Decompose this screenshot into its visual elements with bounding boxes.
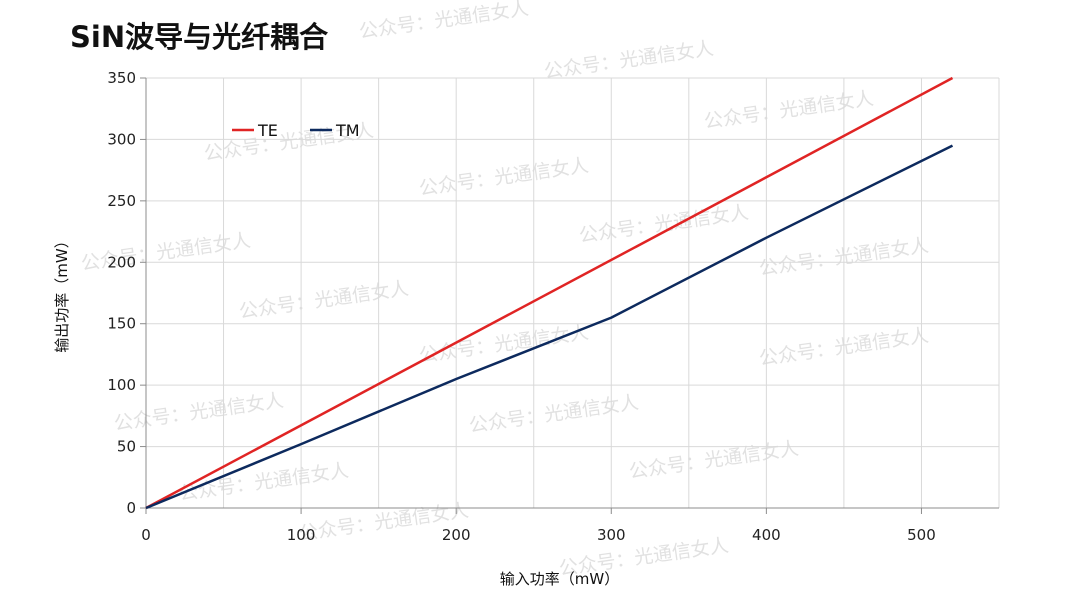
legend: TE TM [232,121,360,140]
x-tick-label: 200 [442,526,471,544]
watermark-text: 公众号：光通信女人 [703,87,875,133]
watermark-text: 公众号：光通信女人 [113,389,285,435]
y-tick-label: 300 [107,130,136,148]
y-tick-label: 50 [117,438,136,456]
legend-label-tm: TM [335,121,360,140]
series-line-te [145,76,954,510]
y-tick-label: 100 [107,376,136,394]
x-tick-label: 300 [597,526,626,544]
y-axis-label: 输出功率（mW） [53,233,71,352]
watermark-text: 公众号：光通信女人 [543,37,715,83]
y-tick-label: 350 [107,69,136,87]
chart-title: SiN波导与光纤耦合 [70,20,329,54]
y-tick-label: 150 [107,315,136,333]
axes: 0 100 200 300 400 500 0 50 100 150 200 250 300 350 [107,69,999,544]
y-tick-label: 250 [107,192,136,210]
watermark-text: 公众号：光通信女人 [358,0,530,43]
series-lines [145,76,954,510]
x-axis-label: 输入功率（mW） [500,570,619,588]
legend-label-te: TE [257,121,278,140]
watermark-text: 公众号：光通信女人 [80,229,252,275]
y-tick-label: 0 [126,499,136,517]
y-tick-label: 200 [107,253,136,271]
series-line-tm [145,144,954,510]
x-tick-label: 500 [907,526,936,544]
x-tick-label: 400 [752,526,781,544]
watermark-layer: 公众号：光通信女人公众号：光通信女人公众号：光通信女人公众号：光通信女人公众号：… [80,0,930,580]
watermark-text: 公众号：光通信女人 [468,391,640,437]
watermark-text: 公众号：光通信女人 [418,154,590,200]
watermark-text: 公众号：光通信女人 [178,459,350,505]
watermark-text: 公众号：光通信女人 [238,277,410,323]
watermark-text: 公众号：光通信女人 [628,437,800,483]
watermark-text: 公众号：光通信女人 [578,201,750,247]
x-tick-label: 100 [287,526,316,544]
x-tick-label: 0 [141,526,151,544]
